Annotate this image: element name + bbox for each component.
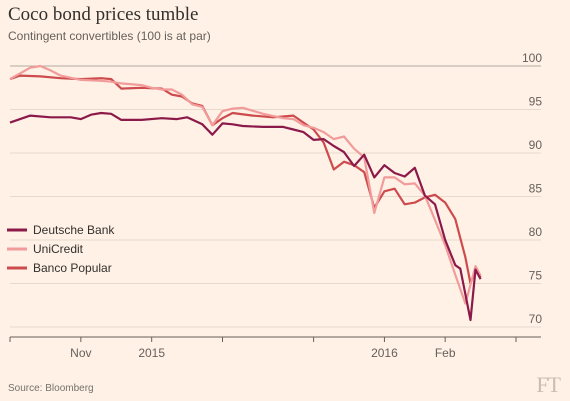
- x-axis: Nov 2015 2016 Feb: [9, 336, 541, 360]
- legend-label-unicredit: UniCredit: [33, 242, 84, 256]
- y-tick-label: 90: [529, 138, 543, 152]
- chart-subtitle: Contingent convertibles (100 is at par): [8, 29, 211, 43]
- x-tick-label: 2015: [138, 346, 165, 360]
- x-tick-label: Nov: [70, 346, 91, 360]
- series-line-unicredit: [9, 64, 482, 305]
- legend-label-banco-popular: Banco Popular: [33, 261, 112, 275]
- chart-title: Coco bond prices tumble: [8, 4, 199, 25]
- y-tick-label: 75: [529, 269, 543, 283]
- ft-logo: FT: [536, 372, 561, 397]
- series-line-banco-popular: [9, 74, 482, 285]
- x-tick-label: Feb: [435, 346, 456, 360]
- y-tick-label: 85: [529, 182, 543, 196]
- source-note: Source: Bloomberg: [8, 383, 94, 394]
- gridlines: [10, 65, 541, 328]
- y-tick-label: 95: [529, 95, 543, 109]
- y-tick-label: 70: [529, 312, 543, 326]
- legend-label-deutsche-bank: Deutsche Bank: [33, 223, 115, 237]
- legend: Deutsche Bank UniCredit Banco Popular: [7, 223, 115, 275]
- series-lines: [9, 64, 482, 322]
- y-tick-label: 100: [522, 51, 542, 65]
- series-line-deutsche-bank: [9, 111, 482, 322]
- y-tick-label: 80: [529, 225, 543, 239]
- y-axis-ticks: 100 95 90 85 80 75 70: [522, 51, 542, 326]
- x-tick-label: 2016: [371, 346, 398, 360]
